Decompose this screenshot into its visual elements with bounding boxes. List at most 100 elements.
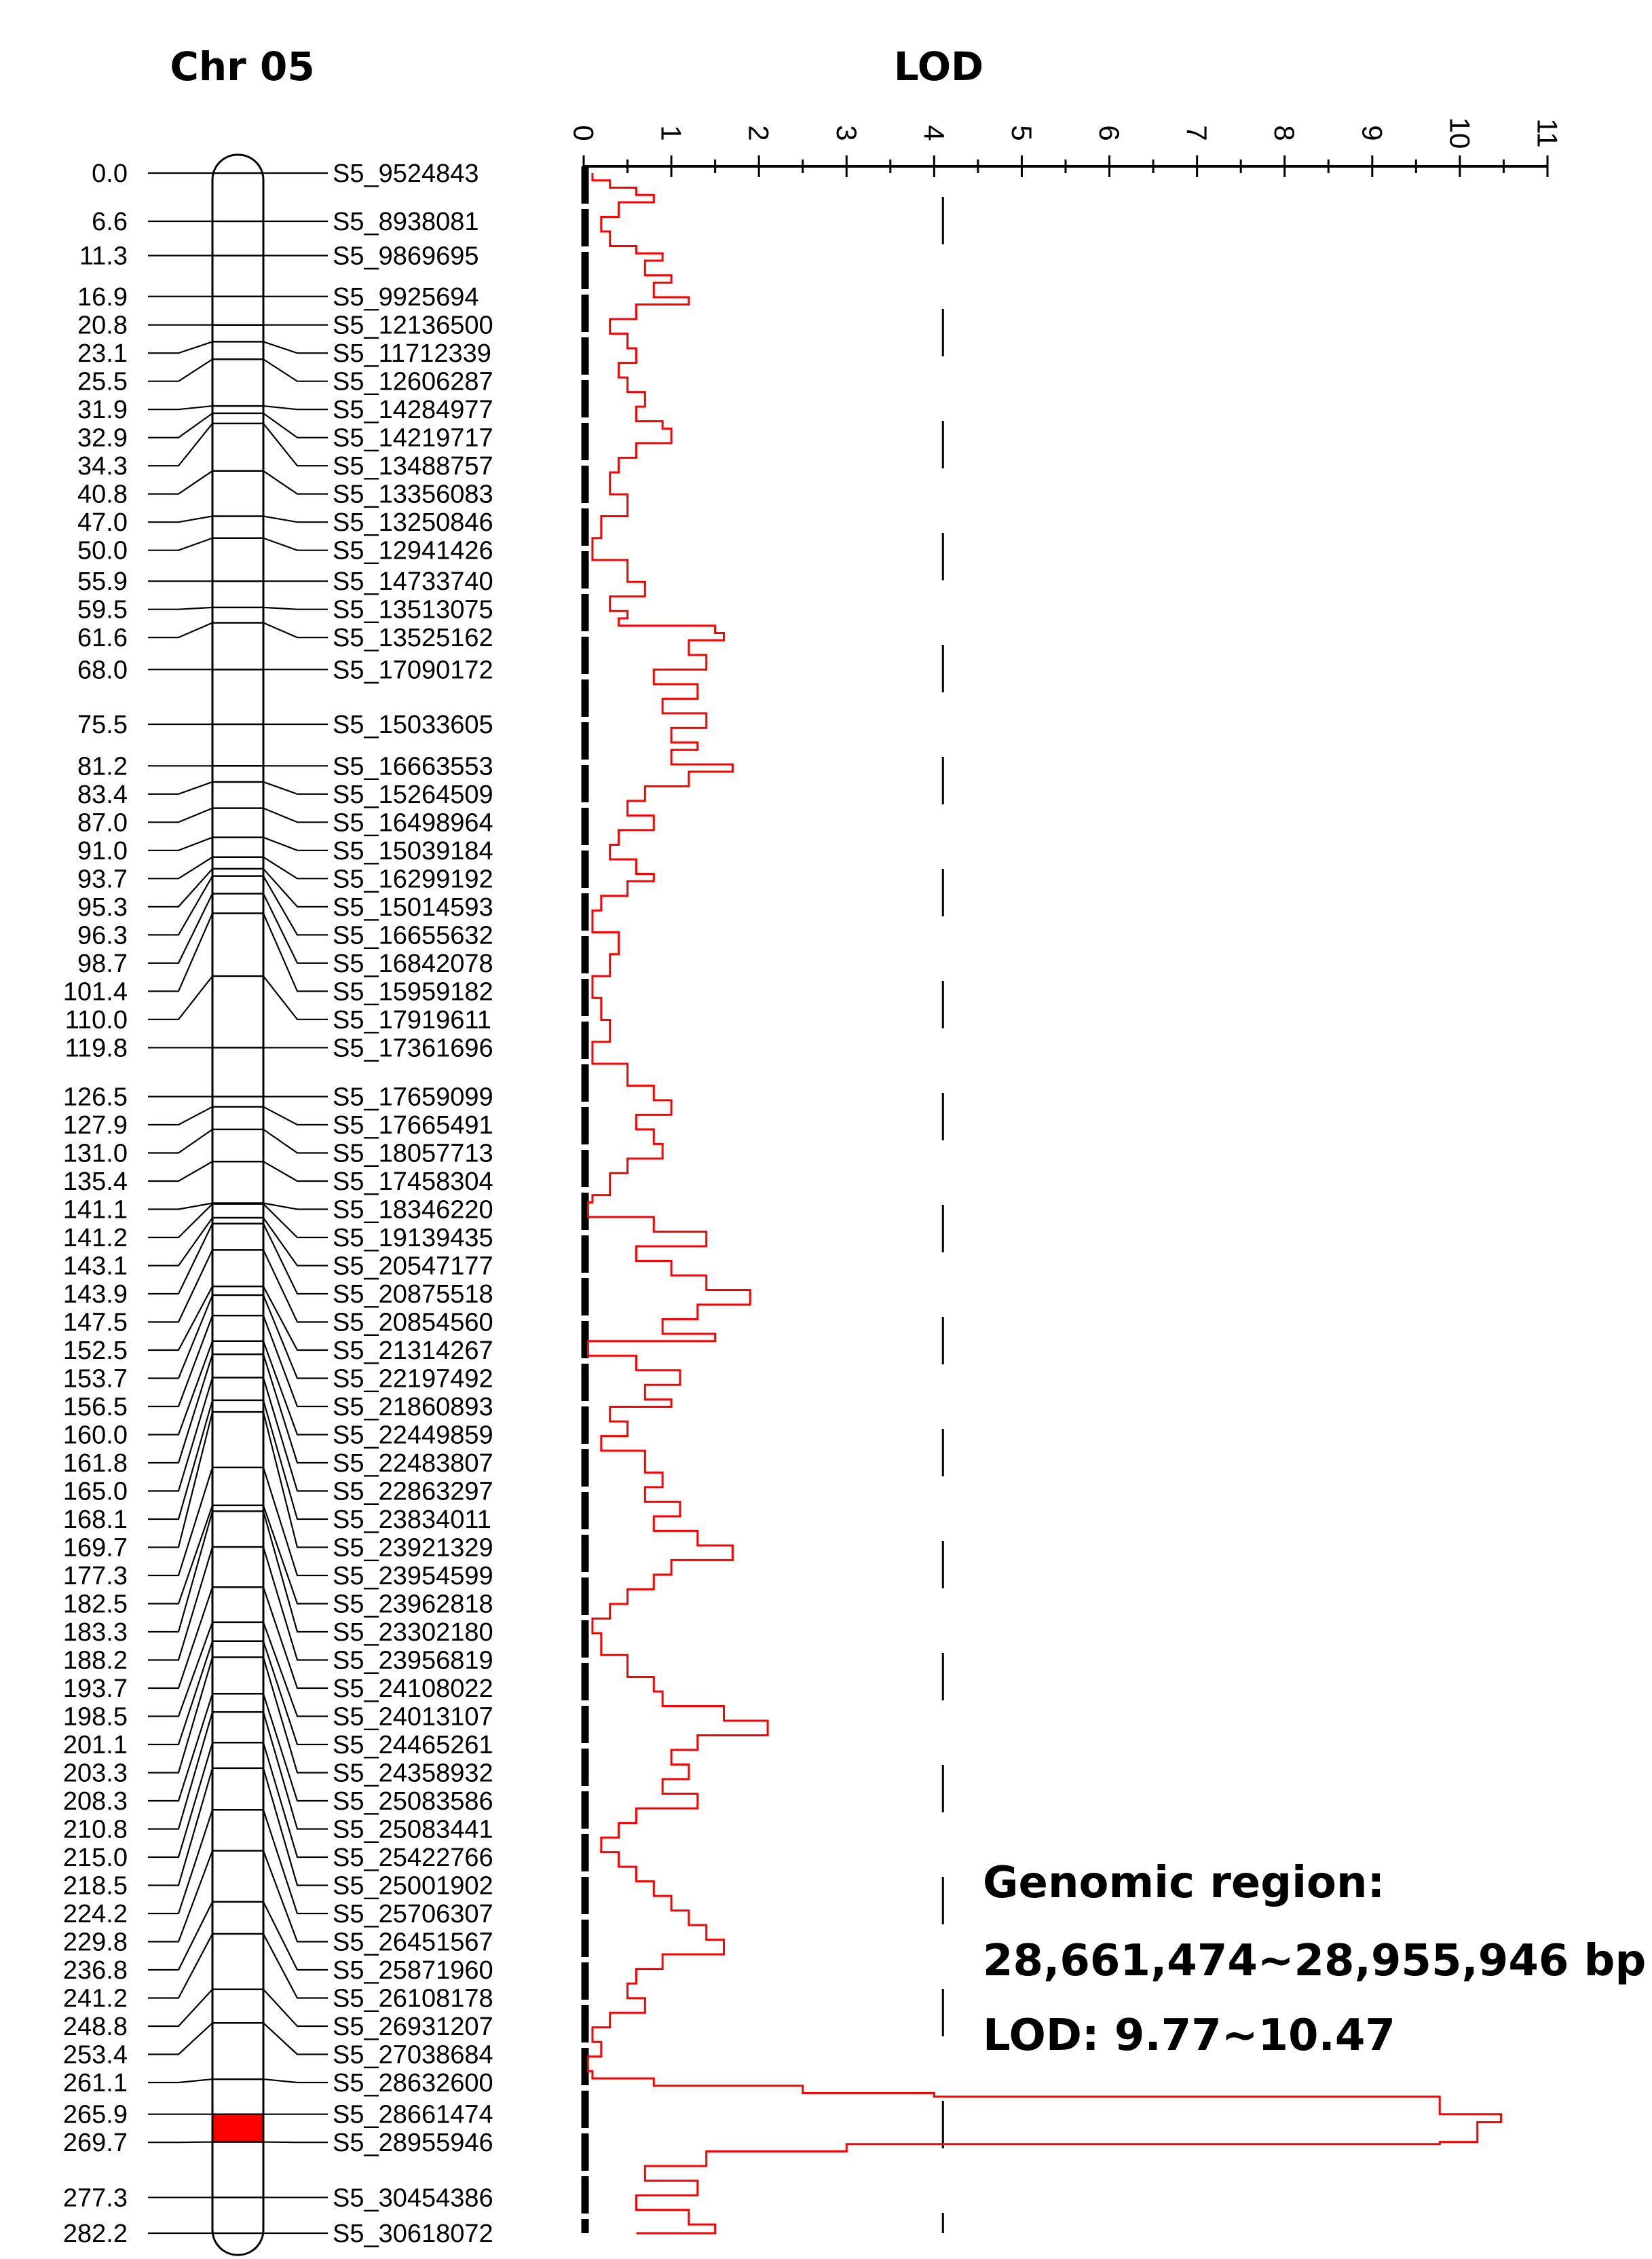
marker-leader-left	[148, 1315, 214, 1408]
marker-leader-left	[148, 341, 213, 354]
marker-leader-left	[148, 1217, 213, 1267]
marker-name: S5_22197492	[333, 1364, 493, 1393]
marker-position: 198.5	[63, 1702, 128, 1731]
marker-leader-right	[262, 1622, 328, 1717]
marker-position: 201.1	[63, 1731, 128, 1759]
marker-leader-right	[262, 1693, 328, 1802]
marker-position: 188.2	[63, 1646, 128, 1675]
marker-leader-right	[263, 1989, 328, 2028]
marker-leader-right	[262, 1511, 328, 1633]
marker-position: 0.0	[92, 160, 128, 188]
marker-leader-right	[262, 1353, 328, 1464]
marker-leader-left	[148, 1809, 214, 1915]
marker-leader-left	[148, 358, 213, 382]
marker-leader-right	[263, 975, 328, 1020]
lod-tick-label: 1	[656, 125, 688, 141]
marker-name: S5_18346220	[333, 1195, 493, 1224]
marker-leader-left	[148, 1203, 213, 1239]
marker-leader-left	[148, 1106, 213, 1126]
marker-leader-right	[262, 1768, 328, 1886]
marker-leader-left	[148, 606, 213, 610]
marker-leader-left	[148, 423, 213, 467]
marker-leader-right	[263, 1106, 328, 1126]
marker-name: S5_8938081	[333, 208, 479, 236]
marker-name: S5_9869695	[333, 242, 479, 271]
marker-position: 168.1	[63, 1506, 128, 1534]
marker-position: 236.8	[63, 1956, 128, 1985]
marker-leader-left	[148, 515, 213, 523]
lod-tick-label: 11	[1532, 118, 1564, 148]
marker-name: S5_20854560	[333, 1308, 493, 1337]
marker-leader-left	[148, 622, 213, 639]
marker-name: S5_15039184	[333, 837, 493, 865]
marker-leader-left	[148, 412, 213, 438]
marker-leader-left	[148, 781, 213, 795]
marker-position: 83.4	[77, 781, 128, 809]
marker-position: 261.1	[63, 2069, 128, 2097]
marker-name: S5_24108022	[333, 1675, 493, 1703]
marker-leader-left	[148, 1202, 213, 1210]
marker-leader-right	[262, 1809, 328, 1915]
marker-name: S5_18057713	[333, 1139, 493, 1168]
marker-position: 153.7	[63, 1364, 128, 1393]
marker-name: S5_23834011	[333, 1506, 491, 1534]
marker-leader-right	[263, 1217, 328, 1267]
marker-name: S5_28632600	[333, 2069, 493, 2097]
marker-leader-right	[263, 622, 328, 639]
marker-name: S5_15014593	[333, 893, 493, 922]
lod-tick-label: 10	[1444, 117, 1476, 149]
lod-tick-label: 3	[831, 125, 863, 141]
marker-name: S5_23956819	[333, 1646, 493, 1675]
marker-name: S5_15264509	[333, 781, 493, 809]
marker-name: S5_19139435	[333, 1224, 493, 1252]
marker-position: 101.4	[63, 977, 128, 1006]
marker-position: 135.4	[63, 1168, 128, 1196]
marker-name: S5_23962818	[333, 1590, 493, 1618]
marker-name: S5_16663553	[333, 752, 493, 781]
marker-leader-left	[148, 1353, 214, 1464]
lod-axis-title: LOD	[894, 43, 983, 90]
marker-position: 127.9	[63, 1111, 128, 1140]
marker-position: 31.9	[77, 396, 128, 424]
marker-name: S5_11712339	[333, 339, 491, 368]
qtl-interval	[213, 2114, 263, 2142]
marker-leader-left	[148, 1161, 213, 1182]
marker-leader-left	[148, 1657, 214, 1774]
marker-leader-left	[148, 876, 213, 936]
marker-name: S5_26451567	[333, 1928, 493, 1956]
marker-leader-right	[262, 1641, 328, 1746]
marker-name: S5_26108178	[333, 1984, 493, 2013]
marker-leader-right	[262, 1505, 328, 1605]
marker-leader-right	[262, 1467, 328, 1577]
marker-name: S5_9524843	[333, 160, 479, 188]
marker-position: 277.3	[63, 2184, 128, 2212]
marker-position: 23.1	[77, 339, 128, 368]
marker-name: S5_13488757	[333, 452, 493, 481]
marker-name: S5_25871960	[333, 1956, 493, 1985]
marker-name: S5_28661474	[333, 2101, 493, 2129]
marker-position: 55.9	[77, 567, 128, 596]
marker-position: 59.5	[77, 596, 128, 624]
marker-position: 161.8	[63, 1449, 128, 1478]
marker-leader-left	[148, 1249, 213, 1323]
marker-leader-left	[148, 868, 213, 908]
marker-leader-right	[263, 1161, 328, 1182]
marker-position: 147.5	[63, 1308, 128, 1337]
marker-position: 93.7	[77, 865, 128, 893]
marker-position: 34.3	[77, 452, 128, 481]
marker-position: 25.5	[77, 368, 128, 396]
marker-leader-right	[263, 358, 328, 382]
marker-name: S5_14284977	[333, 396, 493, 424]
marker-position: 68.0	[77, 656, 128, 684]
marker-name: S5_22483807	[333, 1449, 493, 1478]
marker-leader-left	[148, 1933, 213, 1999]
marker-leader-right	[263, 470, 328, 495]
marker-position: 183.3	[63, 1618, 128, 1647]
marker-name: S5_13513075	[333, 596, 493, 624]
marker-position: 141.2	[63, 1224, 128, 1252]
marker-name: S5_16842078	[333, 950, 493, 978]
marker-leader-left	[148, 470, 213, 495]
marker-leader-right	[262, 1546, 328, 1661]
marker-leader-right	[263, 423, 328, 467]
